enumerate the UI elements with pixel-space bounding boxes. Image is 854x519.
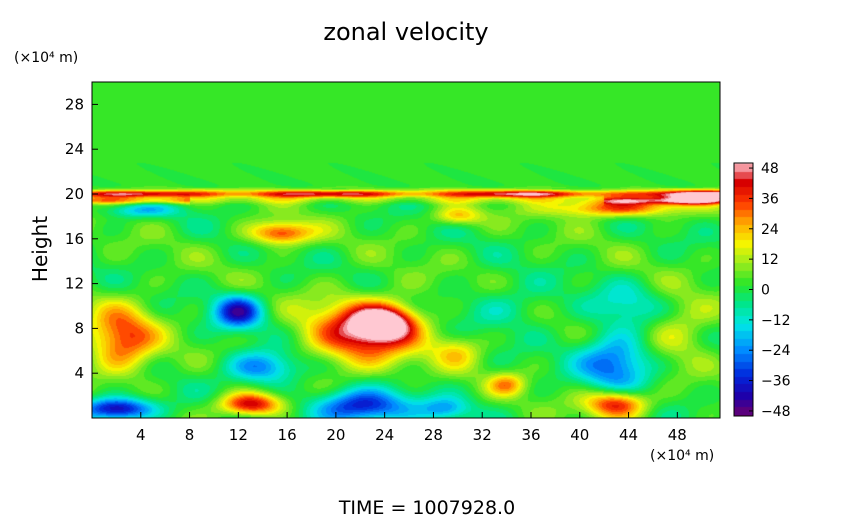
- x-tick-label: 28: [424, 426, 443, 444]
- x-tick-label: 48: [668, 426, 687, 444]
- y-tick-label: 28: [65, 95, 84, 113]
- y-axis-ticks: 4 8 12 16 20 24 28: [65, 95, 98, 382]
- x-tick-label: 20: [326, 426, 345, 444]
- time-readout: TIME = 1007928.0: [338, 497, 515, 519]
- colorbar-tick-label: −48: [761, 404, 791, 420]
- x-tick-label: 24: [375, 426, 394, 444]
- colorbar-tick-label: 12: [761, 252, 779, 268]
- colorbar-tick-label: 36: [761, 191, 779, 207]
- x-axis-ticks: 4 8 12 16 20 24 28 32 36 40 44 48: [136, 412, 687, 444]
- y-tick-label: 24: [65, 140, 84, 158]
- x-tick-label: 32: [473, 426, 492, 444]
- colorbar-ticks: 48 36 24 12 0 −12 −24 −36 −48: [749, 161, 791, 420]
- y-tick-label: 16: [65, 230, 84, 248]
- y-tick-label: 4: [74, 364, 84, 382]
- x-tick-label: 16: [278, 426, 297, 444]
- y-tick-label: 20: [65, 185, 84, 203]
- plot-frame: [91, 81, 721, 419]
- y-tick-label: 12: [65, 275, 84, 293]
- chart-title: zonal velocity: [323, 18, 488, 46]
- heatmap-field: [92, 82, 720, 418]
- colorbar-tick-label: −36: [761, 374, 791, 390]
- y-tick-label: 8: [74, 319, 84, 337]
- colorbar-tick-label: 24: [761, 222, 779, 238]
- colorbar: 48 36 24 12 0 −12 −24 −36 −48: [733, 161, 791, 420]
- x-tick-label: 12: [229, 426, 248, 444]
- x-tick-label: 8: [185, 426, 195, 444]
- y-axis-unit: (×10⁴ m): [14, 50, 78, 66]
- colorbar-tick-label: −24: [761, 343, 791, 359]
- colorbar-tick-label: 48: [761, 161, 779, 177]
- x-tick-label: 4: [136, 426, 146, 444]
- x-tick-label: 36: [521, 426, 540, 444]
- x-tick-label: 40: [570, 426, 589, 444]
- colorbar-gradient: [734, 163, 753, 416]
- heatmap-area: [91, 81, 721, 419]
- x-axis-unit: (×10⁴ m): [650, 448, 714, 464]
- x-tick-label: 44: [619, 426, 638, 444]
- colorbar-tick-label: −12: [761, 313, 791, 329]
- y-axis-label: Height: [28, 216, 52, 282]
- colorbar-tick-label: 0: [761, 283, 770, 299]
